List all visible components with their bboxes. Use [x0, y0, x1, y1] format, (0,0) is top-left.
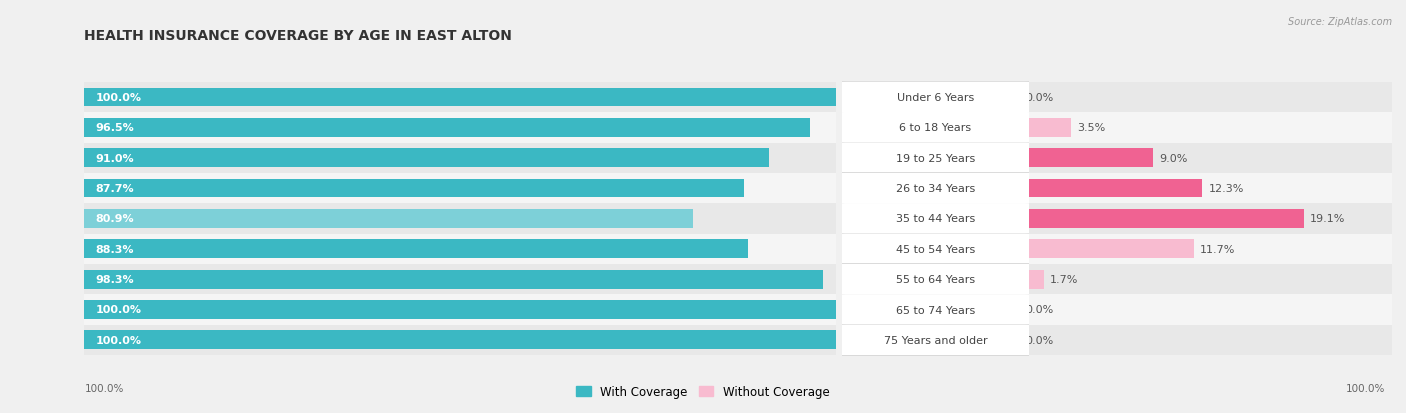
Text: 88.3%: 88.3%: [96, 244, 134, 254]
Text: Source: ZipAtlas.com: Source: ZipAtlas.com: [1288, 17, 1392, 26]
Bar: [84, 240, 748, 259]
Text: 87.7%: 87.7%: [96, 184, 134, 194]
FancyBboxPatch shape: [837, 203, 1035, 235]
Text: 100.0%: 100.0%: [96, 305, 142, 315]
Text: 11.7%: 11.7%: [1199, 244, 1234, 254]
Text: 9.0%: 9.0%: [1159, 153, 1188, 163]
Bar: [84, 119, 810, 138]
Bar: [1019, 264, 1392, 294]
Bar: [1019, 119, 1071, 138]
Bar: [84, 234, 837, 264]
Bar: [1019, 234, 1392, 264]
Text: 0.0%: 0.0%: [1025, 305, 1053, 315]
Text: 80.9%: 80.9%: [96, 214, 134, 224]
Bar: [1019, 143, 1392, 173]
Text: 100.0%: 100.0%: [1346, 383, 1385, 393]
Text: 65 to 74 Years: 65 to 74 Years: [896, 305, 974, 315]
Text: 12.3%: 12.3%: [1208, 184, 1244, 194]
Bar: [84, 83, 837, 113]
Text: 98.3%: 98.3%: [96, 275, 134, 285]
Bar: [84, 173, 837, 204]
Text: 1.7%: 1.7%: [1050, 275, 1078, 285]
Bar: [1019, 270, 1045, 289]
Bar: [1019, 113, 1392, 143]
Bar: [84, 300, 837, 319]
FancyBboxPatch shape: [837, 173, 1035, 204]
Text: HEALTH INSURANCE COVERAGE BY AGE IN EAST ALTON: HEALTH INSURANCE COVERAGE BY AGE IN EAST…: [84, 29, 512, 43]
Bar: [84, 294, 837, 325]
Text: 6 to 18 Years: 6 to 18 Years: [900, 123, 972, 133]
Text: 100.0%: 100.0%: [96, 93, 142, 103]
Bar: [84, 331, 837, 349]
Bar: [84, 88, 837, 107]
Bar: [84, 204, 837, 234]
FancyBboxPatch shape: [837, 324, 1035, 356]
Text: 35 to 44 Years: 35 to 44 Years: [896, 214, 974, 224]
Bar: [1019, 240, 1194, 259]
Bar: [1019, 325, 1392, 355]
Bar: [1019, 83, 1392, 113]
Text: 96.5%: 96.5%: [96, 123, 135, 133]
Bar: [84, 143, 837, 173]
Bar: [1019, 179, 1202, 198]
Text: 26 to 34 Years: 26 to 34 Years: [896, 184, 974, 194]
Bar: [1019, 149, 1153, 168]
Text: 100.0%: 100.0%: [84, 383, 124, 393]
Bar: [1019, 209, 1303, 228]
Text: 19 to 25 Years: 19 to 25 Years: [896, 153, 974, 163]
Bar: [84, 149, 769, 168]
Legend: With Coverage, Without Coverage: With Coverage, Without Coverage: [572, 381, 834, 403]
Text: 55 to 64 Years: 55 to 64 Years: [896, 275, 974, 285]
Text: 0.0%: 0.0%: [1025, 93, 1053, 103]
FancyBboxPatch shape: [837, 264, 1035, 295]
FancyBboxPatch shape: [837, 294, 1035, 325]
FancyBboxPatch shape: [837, 233, 1035, 265]
Bar: [84, 264, 837, 294]
Bar: [1019, 173, 1392, 204]
Bar: [1019, 294, 1392, 325]
Bar: [1019, 204, 1392, 234]
Text: 75 Years and older: 75 Years and older: [883, 335, 987, 345]
Text: 3.5%: 3.5%: [1077, 123, 1105, 133]
Text: 0.0%: 0.0%: [1025, 335, 1053, 345]
Bar: [84, 179, 744, 198]
Text: 91.0%: 91.0%: [96, 153, 134, 163]
FancyBboxPatch shape: [837, 112, 1035, 144]
Bar: [84, 209, 693, 228]
FancyBboxPatch shape: [837, 82, 1035, 114]
Bar: [84, 113, 837, 143]
Bar: [84, 325, 837, 355]
Text: 45 to 54 Years: 45 to 54 Years: [896, 244, 974, 254]
FancyBboxPatch shape: [837, 142, 1035, 174]
Bar: [84, 270, 824, 289]
Text: 100.0%: 100.0%: [96, 335, 142, 345]
Text: 19.1%: 19.1%: [1310, 214, 1346, 224]
Text: Under 6 Years: Under 6 Years: [897, 93, 974, 103]
